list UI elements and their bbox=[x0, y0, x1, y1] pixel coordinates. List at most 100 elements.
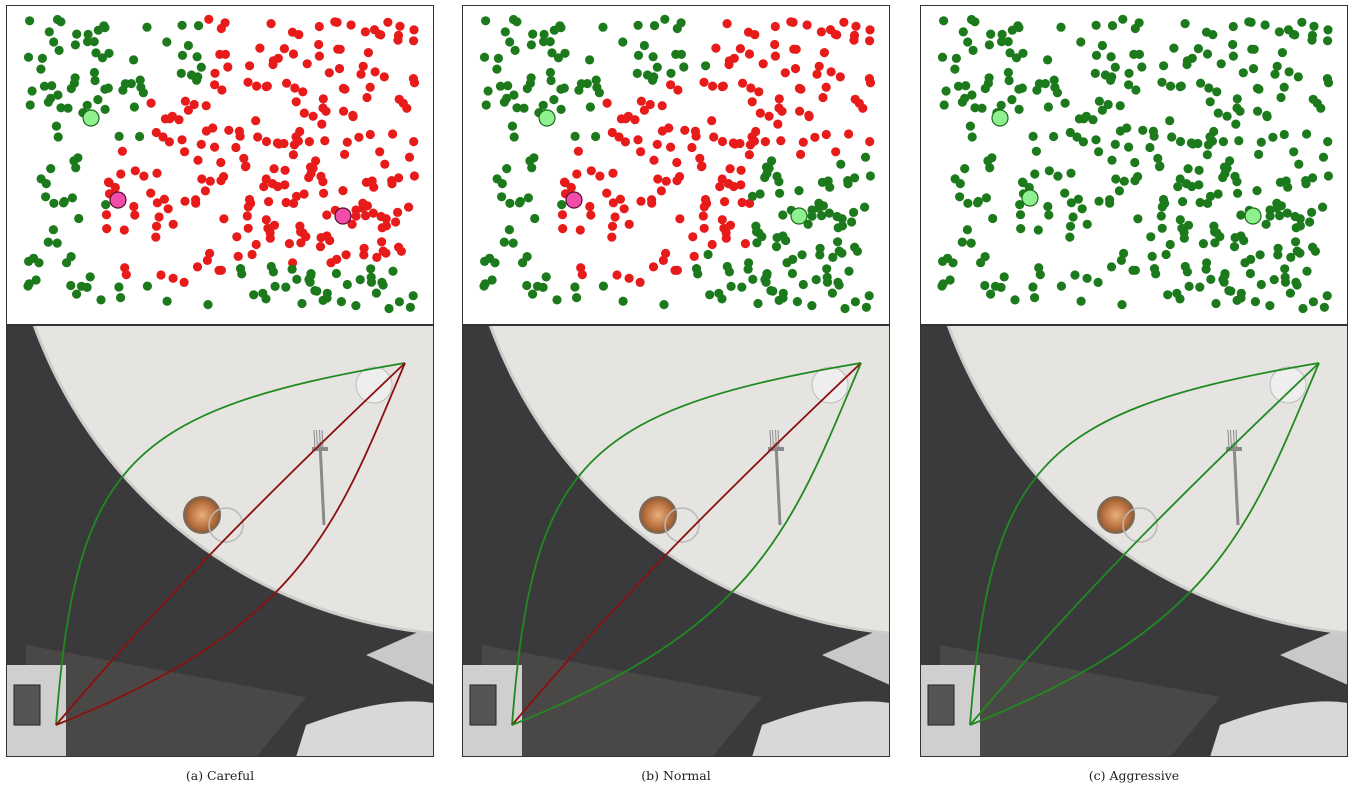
sample-point bbox=[617, 114, 626, 123]
sample-point bbox=[786, 17, 795, 26]
sample-point bbox=[1111, 140, 1120, 149]
sample-point bbox=[56, 103, 65, 112]
sample-point bbox=[261, 294, 270, 303]
sample-point bbox=[318, 177, 327, 186]
sample-point bbox=[718, 137, 727, 146]
sample-point bbox=[129, 202, 138, 211]
sample-point bbox=[163, 297, 172, 306]
sample-point bbox=[74, 214, 83, 223]
sample-point bbox=[129, 55, 138, 64]
sample-point bbox=[497, 192, 506, 201]
sample-point bbox=[707, 116, 716, 125]
sample-point bbox=[1111, 174, 1120, 183]
sample-point bbox=[380, 72, 389, 81]
sample-point bbox=[798, 250, 807, 259]
sample-point bbox=[736, 44, 745, 53]
sample-point bbox=[255, 44, 264, 53]
sample-point bbox=[1307, 36, 1316, 45]
sample-point bbox=[359, 250, 368, 259]
sample-point bbox=[719, 82, 728, 91]
sample-point bbox=[221, 18, 230, 27]
sample-point bbox=[1323, 137, 1332, 146]
sample-point bbox=[509, 90, 518, 99]
sample-point bbox=[285, 239, 294, 248]
sample-point bbox=[1307, 208, 1316, 217]
sample-point bbox=[375, 30, 384, 39]
sample-point bbox=[1116, 101, 1125, 110]
sample-point bbox=[56, 17, 65, 26]
sample-point bbox=[812, 275, 821, 284]
sample-point bbox=[812, 70, 821, 79]
sample-point bbox=[1157, 78, 1166, 87]
sample-point bbox=[480, 53, 489, 62]
sample-point bbox=[1289, 147, 1298, 156]
sample-point bbox=[757, 232, 766, 241]
sample-point bbox=[951, 174, 960, 183]
sample-point bbox=[1176, 137, 1185, 146]
sample-point bbox=[1244, 17, 1253, 26]
sample-point bbox=[736, 180, 745, 189]
sample-point bbox=[1203, 150, 1212, 159]
sample-point bbox=[1223, 164, 1232, 173]
sample-point bbox=[319, 189, 328, 198]
sample-point bbox=[484, 86, 493, 95]
sample-point bbox=[361, 27, 370, 36]
sample-point bbox=[500, 98, 509, 107]
sample-point bbox=[91, 76, 100, 85]
sample-point bbox=[1175, 294, 1184, 303]
sample-point bbox=[303, 59, 312, 68]
sample-point bbox=[251, 116, 260, 125]
sample-point bbox=[524, 193, 533, 202]
sample-point bbox=[1256, 250, 1265, 259]
sample-point bbox=[839, 18, 848, 27]
sample-point bbox=[1298, 304, 1307, 313]
sample-point bbox=[1286, 253, 1295, 262]
sample-point bbox=[1094, 147, 1103, 156]
sample-point bbox=[677, 18, 686, 27]
sample-point bbox=[354, 133, 363, 142]
sample-point bbox=[511, 46, 520, 55]
query-point bbox=[992, 110, 1008, 126]
sample-point bbox=[775, 296, 784, 305]
sample-point bbox=[52, 122, 61, 131]
sample-point bbox=[369, 183, 378, 192]
query-point bbox=[539, 110, 555, 126]
sample-point bbox=[776, 136, 785, 145]
sample-point bbox=[560, 49, 569, 58]
sample-point bbox=[836, 160, 845, 169]
sample-point bbox=[387, 179, 396, 188]
sample-point bbox=[1034, 225, 1043, 234]
sample-point bbox=[1217, 59, 1226, 68]
sample-point bbox=[252, 82, 261, 91]
sample-point bbox=[72, 290, 81, 299]
sample-point bbox=[1323, 36, 1332, 45]
sample-point bbox=[1270, 70, 1279, 79]
sample-point bbox=[828, 289, 837, 298]
sample-point bbox=[505, 37, 514, 46]
sample-point bbox=[1070, 270, 1079, 279]
sample-point bbox=[394, 243, 403, 252]
sample-point bbox=[1166, 82, 1175, 91]
sample-point bbox=[695, 154, 704, 163]
sample-point bbox=[963, 225, 972, 234]
sample-point bbox=[319, 94, 328, 103]
sample-point bbox=[409, 291, 418, 300]
sample-point bbox=[607, 233, 616, 242]
sample-point bbox=[267, 19, 276, 28]
sample-point bbox=[724, 60, 733, 69]
sample-point bbox=[263, 82, 272, 91]
sample-point bbox=[738, 198, 747, 207]
sample-point bbox=[510, 132, 519, 141]
sample-point bbox=[1066, 169, 1075, 178]
sample-point bbox=[292, 275, 301, 284]
sample-point bbox=[162, 37, 171, 46]
sample-point bbox=[243, 78, 252, 87]
sample-point bbox=[508, 122, 517, 131]
sample-point bbox=[851, 297, 860, 306]
sample-point bbox=[1029, 132, 1038, 141]
sample-point bbox=[142, 23, 151, 32]
sample-point bbox=[762, 278, 771, 287]
panel-normal bbox=[462, 5, 890, 757]
sample-point bbox=[203, 300, 212, 309]
configuration-space-plot bbox=[7, 6, 434, 325]
